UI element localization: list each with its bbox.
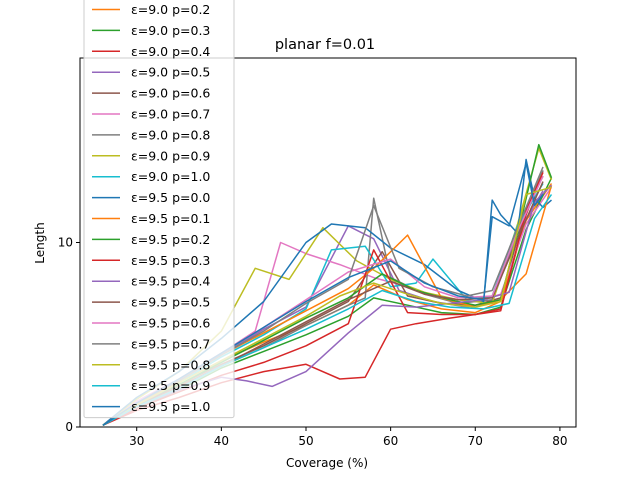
legend-label: ε=9.0 p=1.0 — [131, 169, 210, 184]
legend-label: ε=9.0 p=0.5 — [131, 65, 210, 80]
y-axis-label: Length — [33, 222, 47, 263]
legend-label: ε=9.0 p=0.2 — [131, 2, 210, 17]
legend-label: ε=9.5 p=0.5 — [131, 295, 210, 310]
legend-label: ε=9.5 p=0.4 — [131, 274, 210, 289]
x-tick-label: 30 — [129, 434, 144, 448]
legend: ε=9.0 p=0.2 ε=9.0 p=0.3 ε=9.0 p=0.4 ε=9.0 p… — [83, 0, 235, 419]
legend-label: ε=9.0 p=0.4 — [131, 44, 210, 59]
x-tick-label: 40 — [214, 434, 229, 448]
legend-label: ε=9.5 p=0.1 — [131, 211, 210, 226]
legend-label: ε=9.0 p=0.3 — [131, 23, 210, 38]
legend-label: ε=9.0 p=0.9 — [131, 148, 210, 163]
legend-label: ε=9.0 p=0.8 — [131, 127, 210, 142]
x-tick-label: 50 — [298, 434, 313, 448]
x-tick-label: 60 — [383, 434, 398, 448]
legend-label: ε=9.5 p=0.0 — [131, 190, 210, 205]
legend-box — [83, 0, 235, 419]
y-tick-label: 10 — [58, 236, 73, 250]
x-tick-label: 70 — [468, 434, 483, 448]
legend-label: ε=9.5 p=0.9 — [131, 378, 210, 393]
legend-label: ε=9.5 p=0.3 — [131, 253, 210, 268]
legend-label: ε=9.5 p=0.6 — [131, 316, 210, 331]
legend-label: ε=9.5 p=0.8 — [131, 357, 210, 372]
chart-title: planar f=0.01 — [275, 37, 375, 53]
y-tick-label: 0 — [65, 420, 73, 434]
x-tick-label: 80 — [552, 434, 567, 448]
legend-label: ε=9.0 p=0.6 — [131, 86, 210, 101]
legend-label: ε=9.5 p=1.0 — [131, 399, 210, 414]
legend-label: ε=9.5 p=0.7 — [131, 336, 210, 351]
legend-label: ε=9.0 p=0.7 — [131, 107, 210, 122]
x-axis-label: Coverage (%) — [286, 456, 368, 470]
legend-label: ε=9.5 p=0.2 — [131, 232, 210, 247]
